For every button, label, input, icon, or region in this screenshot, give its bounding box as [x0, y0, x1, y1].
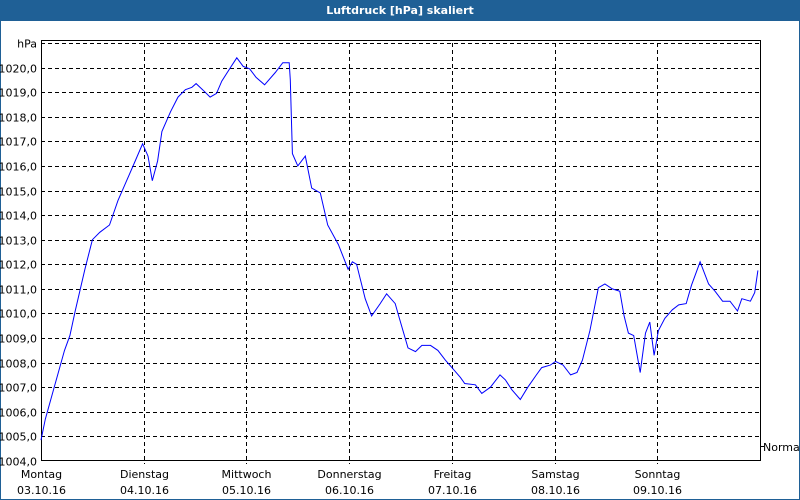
y-tick-label: 1018,0	[0, 112, 37, 125]
x-tick-date: 03.10.16	[17, 484, 66, 497]
plot-frame	[41, 40, 761, 461]
x-tick-date: 08.10.16	[531, 484, 580, 497]
y-tick-label: 1016,0	[0, 161, 37, 174]
y-tick-label: 1005,0	[0, 431, 37, 444]
y-tick-label: 1020,0	[0, 63, 37, 76]
x-tick-day: Mittwoch	[222, 468, 272, 481]
x-tick-date: 06.10.16	[325, 484, 374, 497]
x-tick-day: Samstag	[531, 468, 579, 481]
x-tick-date: 07.10.16	[428, 484, 477, 497]
y-axis-unit: hPa	[17, 38, 37, 51]
x-tick-day: Dienstag	[120, 468, 169, 481]
x-tick-date: 05.10.16	[222, 484, 271, 497]
normal-label: Normal	[763, 441, 800, 454]
y-tick-label: 1012,0	[0, 259, 37, 272]
y-tick-label: 1015,0	[0, 186, 37, 199]
window-title: Luftdruck [hPa] skaliert	[1, 1, 799, 21]
y-tick-label: 1009,0	[0, 333, 37, 346]
y-tick-label: 1007,0	[0, 382, 37, 395]
x-tick-day: Montag	[21, 468, 62, 481]
y-tick-label: 1017,0	[0, 136, 37, 149]
y-tick-label: 1011,0	[0, 284, 37, 297]
y-tick-label: 1004,0	[0, 456, 37, 469]
x-tick-day: Sonntag	[635, 468, 681, 481]
y-tick-label: 1019,0	[0, 87, 37, 100]
x-tick-date: 09.10.16	[633, 484, 682, 497]
x-tick-day: Donnerstag	[317, 468, 381, 481]
pressure-line	[40, 56, 759, 441]
x-tick-day: Freitag	[434, 468, 472, 481]
x-tick-date: 04.10.16	[120, 484, 169, 497]
y-tick-label: 1008,0	[0, 358, 37, 371]
y-tick-label: 1014,0	[0, 210, 37, 223]
y-tick-label: 1010,0	[0, 308, 37, 321]
y-tick-label: 1006,0	[0, 407, 37, 420]
y-tick-label: 1013,0	[0, 235, 37, 248]
